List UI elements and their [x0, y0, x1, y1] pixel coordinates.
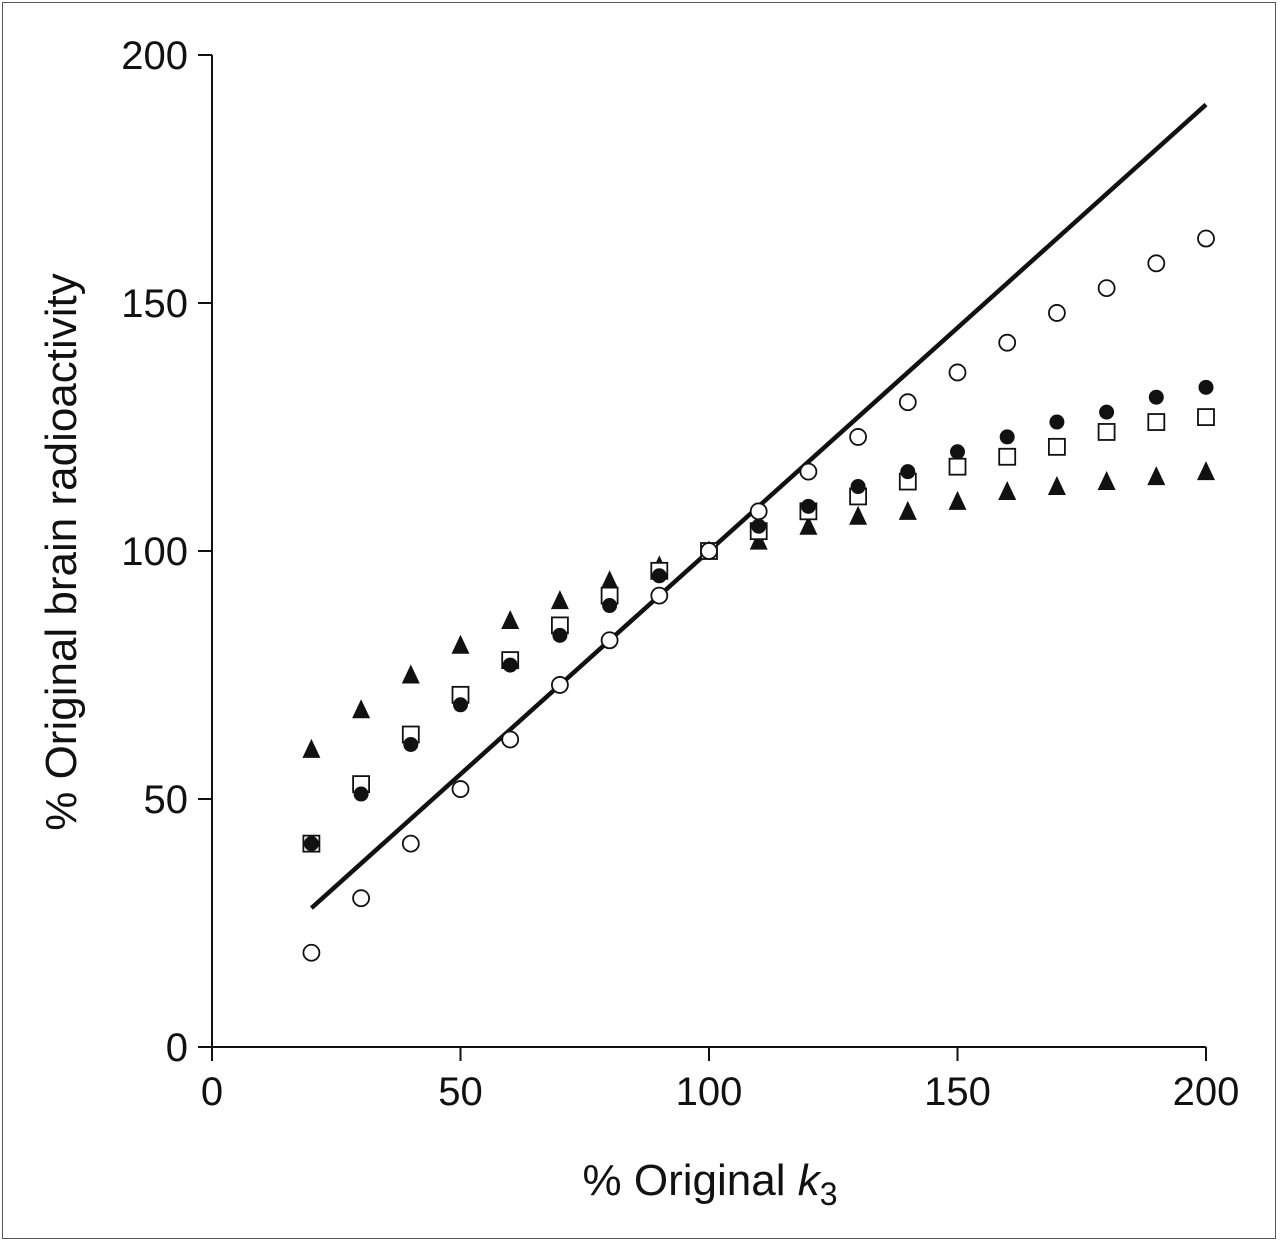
plot-area [302, 102, 1215, 962]
filled-triangle-point [451, 634, 470, 654]
x-tick-label: 50 [438, 1070, 483, 1114]
filled-circle-point [1148, 389, 1164, 405]
filled-triangle-point [550, 590, 569, 610]
open-circle-point [451, 780, 470, 798]
filled-triangle-point [401, 664, 420, 684]
open-circle-point [1097, 279, 1116, 298]
filled-triangle-point [1197, 461, 1215, 481]
filled-triangle-point [302, 738, 321, 758]
filled-triangle-point [948, 490, 967, 510]
open-circle-point [551, 676, 569, 694]
filled-circle-point [1198, 379, 1214, 395]
ticks: 0 50 100 150 200 0 50 100 150 200 [121, 34, 1239, 1114]
open-circle-point [650, 586, 669, 605]
series-open-square [302, 408, 1215, 853]
x-axis-label-variable: k [798, 1156, 822, 1205]
filled-circle-point [403, 736, 419, 752]
open-square-point [1097, 423, 1116, 441]
filled-circle-point [950, 444, 965, 460]
filled-triangle-point [749, 530, 768, 550]
filled-circle-point [602, 598, 618, 614]
series-filled-circle [303, 379, 1214, 852]
filled-triangle-point [1047, 476, 1066, 496]
x-tick-label: 100 [676, 1070, 743, 1114]
open-circle-point [700, 542, 718, 560]
open-circle-point [749, 502, 768, 521]
open-square-point [1048, 437, 1066, 456]
open-circle-point [1147, 254, 1166, 273]
filled-triangle-point [998, 480, 1017, 500]
filled-circle-point [453, 697, 468, 713]
y-axis-label: % Original brain radioactivity [37, 273, 86, 831]
filled-circle-point [1099, 404, 1115, 420]
open-circle-point [799, 462, 818, 481]
filled-triangle-point [352, 699, 371, 719]
filled-circle-point [751, 518, 767, 534]
x-axis-label-subscript: 3 [820, 1176, 838, 1212]
filled-triangle-point [849, 505, 868, 525]
filled-circle-point [651, 568, 667, 584]
open-square-point [1197, 408, 1215, 426]
filled-circle-point [1049, 414, 1065, 430]
y-tick-label: 150 [121, 282, 188, 326]
x-tick-label: 200 [1173, 1070, 1240, 1114]
filled-circle-point [552, 627, 568, 643]
open-circle-point [948, 363, 967, 382]
filled-triangle-point [898, 500, 917, 520]
y-tick-label: 0 [166, 1026, 188, 1070]
y-tick-label: 100 [121, 530, 188, 574]
x-tick-label: 0 [201, 1070, 223, 1114]
open-square-point [1147, 413, 1166, 431]
open-circle-point [998, 333, 1017, 352]
filled-triangle-point [600, 570, 619, 590]
filled-triangle-point [501, 609, 520, 629]
open-circle-point [1048, 304, 1066, 322]
filled-circle-point [353, 786, 369, 802]
filled-triangle-point [1147, 466, 1166, 486]
open-circle-point [849, 428, 867, 446]
filled-circle-point [999, 429, 1015, 445]
x-tick-label: 150 [924, 1070, 991, 1114]
y-tick-label: 200 [121, 34, 188, 78]
filled-circle-point [800, 498, 816, 514]
y-tick-label: 50 [144, 778, 189, 822]
x-axis-label-text: % Original [583, 1156, 798, 1205]
filled-circle-point [303, 836, 319, 852]
open-square-point [948, 457, 967, 476]
filled-circle-point [502, 657, 518, 673]
open-circle-point [1197, 229, 1215, 248]
open-circle-point [352, 889, 371, 908]
open-circle-point [401, 834, 420, 853]
filled-circle-point [850, 479, 866, 495]
x-axis-label: % Original k3 [583, 1156, 838, 1212]
open-circle-point [600, 631, 619, 650]
open-circle-point [501, 730, 520, 749]
filled-triangle-point [1097, 471, 1116, 491]
open-square-point [998, 447, 1017, 466]
filled-triangle-point [799, 515, 818, 535]
series-open-circle [302, 229, 1215, 962]
filled-circle-point [900, 464, 916, 480]
open-circle-point [898, 393, 917, 412]
open-circle-point [302, 943, 321, 962]
